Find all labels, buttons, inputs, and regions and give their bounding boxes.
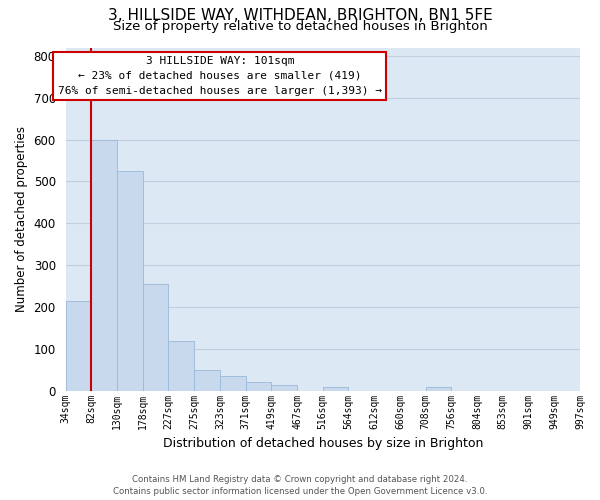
Bar	[220, 376, 245, 390]
Text: 3, HILLSIDE WAY, WITHDEAN, BRIGHTON, BN1 5FE: 3, HILLSIDE WAY, WITHDEAN, BRIGHTON, BN1…	[107, 8, 493, 22]
Text: Contains HM Land Registry data © Crown copyright and database right 2024.
Contai: Contains HM Land Registry data © Crown c…	[113, 474, 487, 496]
Bar	[194, 370, 220, 390]
Y-axis label: Number of detached properties: Number of detached properties	[15, 126, 28, 312]
X-axis label: Distribution of detached houses by size in Brighton: Distribution of detached houses by size …	[163, 437, 483, 450]
Bar	[143, 284, 169, 391]
Bar	[425, 388, 451, 390]
Text: 3 HILLSIDE WAY: 101sqm
← 23% of detached houses are smaller (419)
76% of semi-de: 3 HILLSIDE WAY: 101sqm ← 23% of detached…	[58, 56, 382, 96]
Bar	[169, 342, 194, 390]
Bar	[91, 140, 117, 390]
Bar	[117, 171, 143, 390]
Bar	[245, 382, 271, 390]
Bar	[65, 300, 91, 390]
Bar	[271, 385, 297, 390]
Text: Size of property relative to detached houses in Brighton: Size of property relative to detached ho…	[113, 20, 487, 33]
Bar	[323, 388, 349, 390]
